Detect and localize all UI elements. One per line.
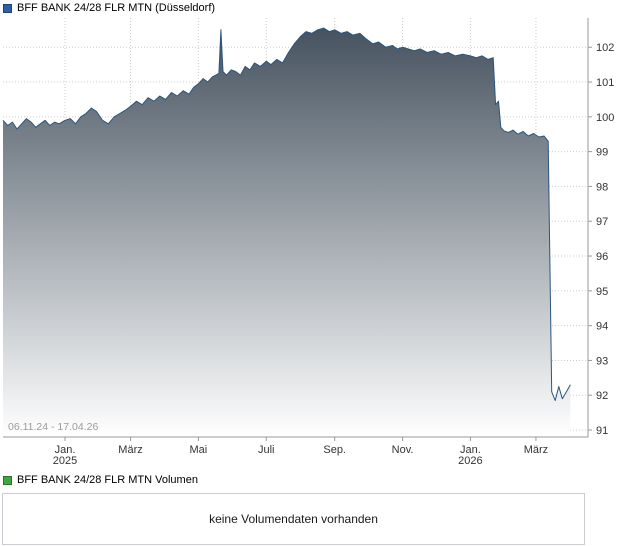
y-axis-label: 101 — [596, 77, 614, 89]
y-axis-label: 102 — [596, 42, 614, 54]
x-axis-label: Juli — [258, 444, 275, 456]
y-axis-label: 100 — [596, 112, 614, 124]
chart-header: BFF BANK 24/28 FLR MTN (Düsseldorf) — [0, 0, 620, 16]
chart-title: BFF BANK 24/28 FLR MTN (Düsseldorf) — [17, 2, 216, 14]
x-axis-label: März — [118, 444, 142, 456]
x-axis-label: Nov. — [392, 444, 414, 456]
y-axis-label: 97 — [596, 216, 608, 228]
y-axis-label: 94 — [596, 321, 608, 333]
x-axis-year-label: 2026 — [458, 455, 482, 467]
volume-legend-swatch — [3, 476, 12, 485]
volume-header: BFF BANK 24/28 FLR MTN Volumen — [0, 472, 620, 488]
y-axis-label: 93 — [596, 355, 608, 367]
series-legend-swatch — [3, 4, 12, 13]
volume-title: BFF BANK 24/28 FLR MTN Volumen — [17, 474, 198, 486]
x-axis-label: Jan. — [460, 444, 481, 456]
x-axis-label: Mai — [190, 444, 208, 456]
x-axis-label: März — [524, 444, 548, 456]
x-axis-label: Sep. — [323, 444, 346, 456]
volume-panel: BFF BANK 24/28 FLR MTN Volumen keine Vol… — [0, 472, 620, 545]
price-chart-panel: BFF BANK 24/28 FLR MTN (Düsseldorf) 91 92… — [0, 0, 620, 468]
price-line — [2, 27, 571, 401]
y-axis-label: 99 — [596, 147, 608, 159]
x-axis-year-label: 2025 — [53, 455, 77, 467]
area-fill — [3, 28, 571, 437]
y-axis-label: 92 — [596, 390, 608, 402]
chart-area: 91 92 93 94 95 96 97 98 99 100 101 102 Jan. 2025 März M… — [0, 16, 620, 468]
date-range-label: 06.11.24 - 17.04.26 — [8, 421, 98, 433]
volume-empty-box: keine Volumendaten vorhanden — [2, 493, 585, 545]
volume-empty-message: keine Volumendaten vorhanden — [209, 512, 378, 526]
y-axis-label: 91 — [596, 425, 608, 437]
y-axis-label: 98 — [596, 181, 608, 193]
x-axis-label: Jan. — [55, 444, 76, 456]
y-axis-label: 95 — [596, 286, 608, 298]
y-axis-label: 96 — [596, 251, 608, 263]
